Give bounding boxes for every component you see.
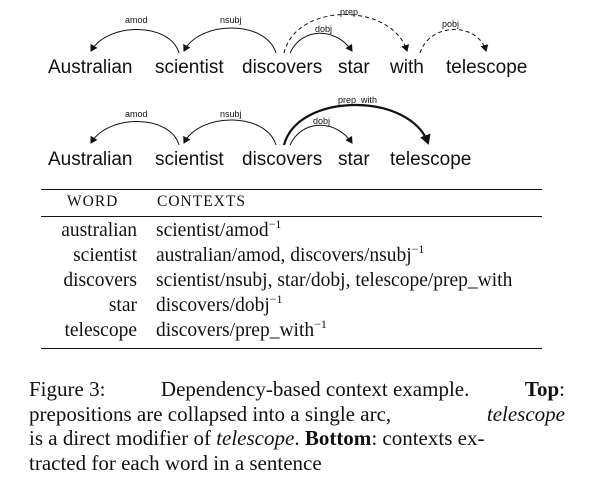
top-label-prep: prep — [340, 7, 358, 17]
table-header-rule — [41, 216, 542, 217]
table-row-context: scientist/nsubj, star/dobj, telescope/pr… — [156, 270, 513, 291]
top-label-pobj: pobj — [442, 19, 459, 29]
top-label-nsubj: nsubj — [220, 15, 242, 25]
table-row-context: scientist/amod−1 — [156, 217, 282, 241]
caption-text-1: Dependency-based context example. — [160, 377, 470, 401]
bottom-label-dobj: dobj — [313, 116, 330, 126]
bottom-arc-amod — [90, 121, 180, 146]
bottom-word-discovers: discovers — [242, 149, 322, 170]
top-arc-pobj — [419, 29, 489, 54]
table-row-context: australian/amod, discovers/nsubj−1 — [156, 242, 425, 266]
table-row-word: australian — [61, 220, 137, 241]
caption-line-1: Figure 3: Dependency-based context examp… — [29, 377, 565, 401]
top-label-dobj: dobj — [315, 24, 332, 34]
caption-fig-label: Figure 3: — [29, 377, 106, 401]
top-word-telescope: telescope — [446, 57, 527, 78]
table-row-word: discovers — [63, 270, 137, 291]
bottom-arc-nsubj — [183, 119, 277, 146]
bottom-arc-prep-with — [282, 104, 431, 146]
caption-top-bold: Top — [524, 377, 560, 401]
top-label-amod: amod — [125, 15, 148, 25]
top-arc-prep — [283, 14, 410, 54]
table-row-context: discovers/prep_with−1 — [156, 317, 327, 341]
caption-emphasis: telescope — [486, 401, 565, 426]
dependency-diagrams: Australian scientist discovers star with… — [48, 7, 527, 170]
table-row-context: discovers/dobj−1 — [156, 292, 283, 316]
table-row-word: star — [108, 295, 137, 316]
bottom-word-scientist: scientist — [155, 149, 224, 170]
figure-caption: Figure 3: Dependency-based context examp… — [29, 377, 565, 475]
bottom-sentence: Australian scientist discovers star tele… — [48, 95, 471, 170]
table-header-contexts: CONTEXTS — [157, 193, 246, 210]
caption-bottom-bold: Bottom — [304, 426, 372, 450]
top-arc-nsubj — [183, 27, 277, 54]
table-bottom-rule — [41, 348, 542, 350]
top-arc-dobj — [289, 32, 353, 54]
top-word-discovers: discovers — [242, 57, 322, 78]
bottom-word-telescope: telescope — [390, 149, 471, 170]
caption-line-4: tracted for each word in a sentence — [29, 450, 322, 475]
bottom-word-australian: Australian — [48, 149, 133, 170]
bottom-label-prep-with: prep_with — [338, 95, 377, 105]
bottom-label-amod: amod — [125, 109, 148, 119]
table-row-word: scientist — [73, 245, 137, 266]
table-header-word: WORD — [67, 193, 119, 210]
top-word-australian: Australian — [48, 57, 133, 78]
caption-line-2: prepositions are collapsed into a single… — [29, 401, 565, 426]
top-arc-amod — [90, 29, 180, 54]
top-word-star: star — [338, 57, 370, 78]
top-word-scientist: scientist — [155, 57, 224, 78]
top-sentence: Australian scientist discovers star with… — [48, 7, 527, 78]
bottom-arc-dobj — [289, 124, 353, 146]
bottom-label-nsubj: nsubj — [220, 109, 242, 119]
table-top-rule — [41, 189, 542, 191]
caption-line-3: is a direct modifier of telescope. Botto… — [29, 426, 485, 450]
bottom-word-star: star — [338, 149, 370, 170]
table-row-word: telescope — [64, 320, 137, 341]
top-word-with: with — [389, 57, 424, 78]
